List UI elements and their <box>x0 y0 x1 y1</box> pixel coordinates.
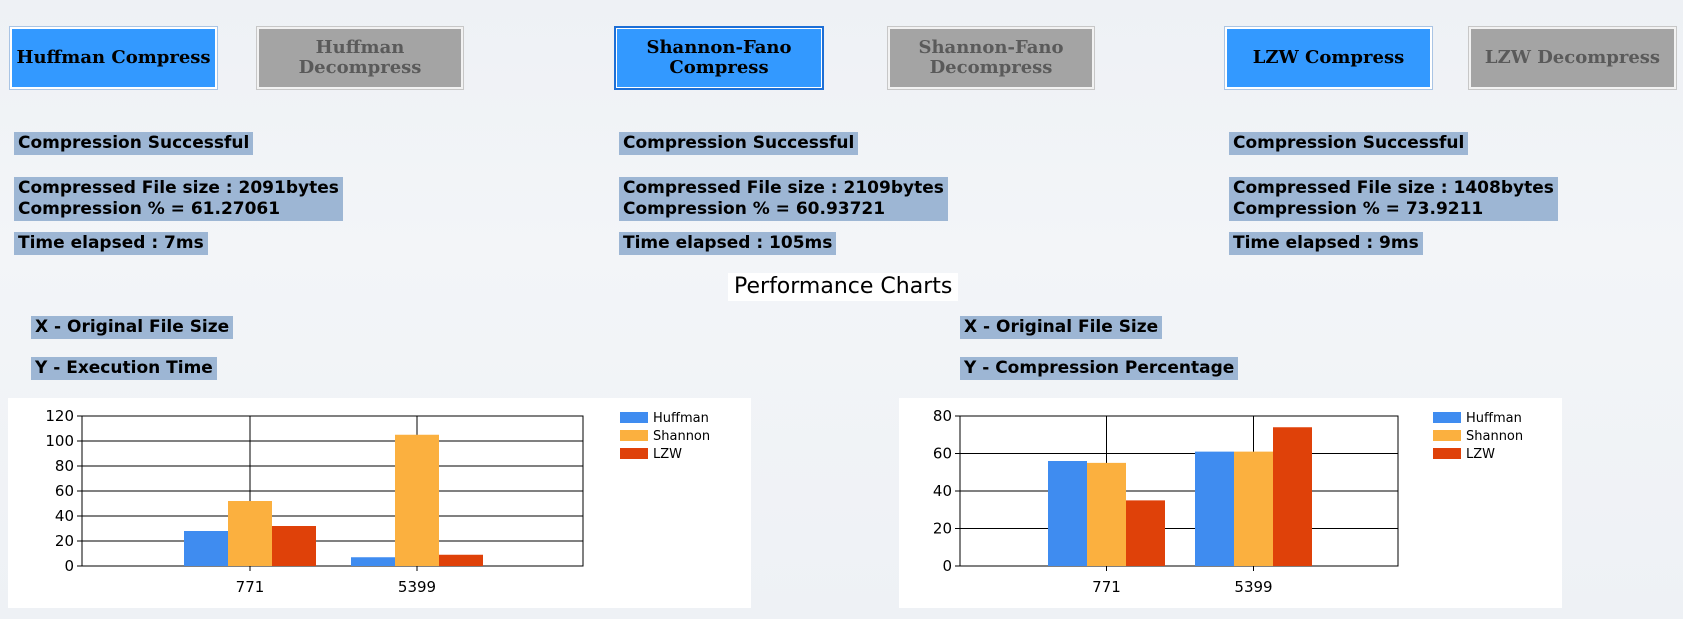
comp-legend-label: Shannon <box>1466 429 1523 444</box>
exec-ytick-label: 0 <box>64 557 74 575</box>
left-chart-y-label: Y - Execution Time <box>31 357 217 380</box>
exec-legend-label: Shannon <box>653 429 710 444</box>
shannon-percent-text: Compression % = 60.93721 <box>623 199 886 219</box>
exec-ytick-label: 80 <box>55 457 74 475</box>
huffman-status-label: Compression Successful <box>14 132 254 155</box>
lzw-percent-text: Compression % = 73.9211 <box>1233 199 1484 219</box>
huffman-time-label: Time elapsed : 7ms <box>14 232 208 255</box>
execution-time-chart: 0 20 40 60 80 100 120 771 5399 Huffman Shannon LZW <box>8 398 751 608</box>
right-chart-y-label: Y - Compression Percentage <box>960 357 1239 380</box>
comp-bar-shannon-5399 <box>1234 451 1273 566</box>
shannon-fano-compress-button[interactable]: Shannon-Fano Compress <box>614 26 824 90</box>
exec-bar-shannon-771 <box>228 501 272 566</box>
shannon-time-label: Time elapsed : 105ms <box>619 232 837 255</box>
exec-plot-border <box>81 415 584 567</box>
comp-plot-border <box>959 415 1399 567</box>
exec-legend-swatch <box>620 430 648 441</box>
comp-legend-swatch <box>1433 430 1461 441</box>
huffman-percent-text: Compression % = 61.27061 <box>18 199 281 219</box>
comp-bar-shannon-771 <box>1087 462 1126 566</box>
comp-bar-huffman-771 <box>1048 461 1087 566</box>
exec-xtick-label: 5399 <box>398 578 436 596</box>
comp-ytick-label: 60 <box>933 445 952 463</box>
huffman-size-text: Compressed File size : 2091bytes <box>18 178 339 198</box>
exec-ytick-label: 60 <box>55 482 74 500</box>
exec-bar-huffman-771 <box>184 531 228 566</box>
compression-percentage-chart: 0 20 40 60 80 771 5399 Huffman Shannon LZW <box>899 398 1562 608</box>
lzw-time-label: Time elapsed : 9ms <box>1229 232 1423 255</box>
lzw-size-text: Compressed File size : 1408bytes <box>1233 178 1554 198</box>
comp-ytick-label: 20 <box>933 520 952 538</box>
comp-ytick-label: 0 <box>942 557 952 575</box>
exec-legend-swatch <box>620 412 648 423</box>
shannon-fano-decompress-button[interactable]: Shannon-Fano Decompress <box>888 27 1094 89</box>
right-chart-x-label: X - Original File Size <box>960 316 1163 339</box>
huffman-decompress-button[interactable]: Huffman Decompress <box>257 27 463 89</box>
comp-legend-swatch <box>1433 412 1461 423</box>
comp-bar-lzw-771 <box>1126 500 1165 566</box>
shannon-size-text: Compressed File size : 2109bytes <box>623 178 944 198</box>
exec-xtick-label: 771 <box>236 578 265 596</box>
performance-charts-title: Performance Charts <box>728 273 959 301</box>
exec-ytick-label: 40 <box>55 507 74 525</box>
comp-legend-swatch <box>1433 448 1461 459</box>
comp-xtick-label: 771 <box>1092 578 1121 596</box>
lzw-decompress-button[interactable]: LZW Decompress <box>1469 27 1676 89</box>
shannon-status-label: Compression Successful <box>619 132 859 155</box>
exec-bar-lzw-771 <box>272 526 316 566</box>
lzw-status-label: Compression Successful <box>1229 132 1469 155</box>
comp-xtick-label: 5399 <box>1234 578 1272 596</box>
huffman-size-label: Compressed File size : 2091bytes Compres… <box>14 177 343 221</box>
exec-bar-huffman-5399 <box>351 557 395 566</box>
exec-legend-label: Huffman <box>653 411 709 426</box>
lzw-compress-button[interactable]: LZW Compress <box>1225 27 1432 89</box>
exec-ytick-label: 120 <box>45 407 74 425</box>
compression-percentage-chart-svg: 0 20 40 60 80 771 5399 Huffman Shannon LZW <box>933 407 1523 596</box>
exec-ytick-label: 20 <box>55 532 74 550</box>
comp-bar-huffman-5399 <box>1195 451 1234 566</box>
exec-bar-lzw-5399 <box>439 554 483 566</box>
left-chart-x-label: X - Original File Size <box>31 316 234 339</box>
comp-ytick-label: 80 <box>933 407 952 425</box>
exec-ytick-label: 100 <box>45 432 74 450</box>
exec-bar-shannon-5399 <box>395 434 439 566</box>
huffman-compress-button[interactable]: Huffman Compress <box>10 27 217 89</box>
comp-legend-label: Huffman <box>1466 411 1522 426</box>
exec-legend-swatch <box>620 448 648 459</box>
lzw-size-label: Compressed File size : 1408bytes Compres… <box>1229 177 1558 221</box>
comp-legend-label: LZW <box>1466 447 1495 462</box>
comp-bar-lzw-5399 <box>1273 427 1312 566</box>
comp-ytick-label: 40 <box>933 482 952 500</box>
execution-time-chart-svg: 0 20 40 60 80 100 120 771 5399 Huffman Shannon LZW <box>45 407 710 596</box>
shannon-size-label: Compressed File size : 2109bytes Compres… <box>619 177 948 221</box>
exec-legend-label: LZW <box>653 447 682 462</box>
